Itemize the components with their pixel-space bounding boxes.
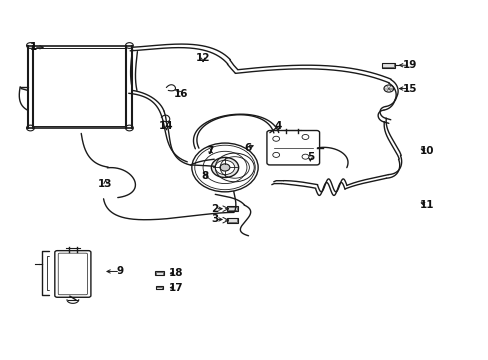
Bar bbox=[382, 63, 393, 67]
Circle shape bbox=[302, 134, 308, 139]
Text: 3: 3 bbox=[211, 215, 219, 224]
FancyBboxPatch shape bbox=[266, 131, 319, 165]
Text: 18: 18 bbox=[169, 268, 183, 278]
Circle shape bbox=[302, 154, 308, 159]
Text: 10: 10 bbox=[419, 146, 434, 156]
Text: 2: 2 bbox=[211, 204, 219, 214]
Text: 13: 13 bbox=[98, 179, 113, 189]
Text: 17: 17 bbox=[168, 283, 183, 293]
Bar bbox=[226, 206, 237, 211]
Text: 8: 8 bbox=[202, 171, 209, 181]
Circle shape bbox=[215, 160, 234, 175]
Circle shape bbox=[203, 151, 246, 184]
Text: 11: 11 bbox=[419, 200, 434, 210]
Circle shape bbox=[125, 42, 133, 48]
Bar bbox=[156, 287, 162, 289]
Text: 6: 6 bbox=[244, 143, 251, 153]
Bar bbox=[381, 63, 394, 68]
Bar bbox=[226, 218, 237, 223]
Text: 5: 5 bbox=[306, 152, 313, 162]
Circle shape bbox=[194, 145, 255, 190]
Circle shape bbox=[125, 125, 133, 131]
Text: 9: 9 bbox=[116, 266, 123, 276]
Text: 1: 1 bbox=[30, 42, 38, 52]
Bar bbox=[227, 219, 236, 222]
Text: 16: 16 bbox=[174, 89, 188, 99]
Bar bbox=[156, 272, 162, 275]
Circle shape bbox=[26, 125, 34, 131]
Circle shape bbox=[383, 85, 393, 92]
FancyBboxPatch shape bbox=[55, 251, 91, 297]
Bar bbox=[155, 271, 163, 275]
Text: 14: 14 bbox=[159, 121, 173, 131]
Circle shape bbox=[26, 42, 34, 48]
Circle shape bbox=[191, 143, 258, 192]
Circle shape bbox=[272, 136, 279, 141]
Text: 15: 15 bbox=[402, 84, 417, 94]
Bar bbox=[155, 286, 163, 289]
Circle shape bbox=[211, 157, 238, 177]
Text: 19: 19 bbox=[402, 60, 417, 70]
Circle shape bbox=[272, 152, 279, 157]
Bar bbox=[227, 207, 236, 211]
Text: 7: 7 bbox=[206, 146, 214, 156]
Circle shape bbox=[220, 164, 229, 171]
Text: 12: 12 bbox=[195, 53, 210, 63]
Text: 4: 4 bbox=[274, 121, 282, 131]
